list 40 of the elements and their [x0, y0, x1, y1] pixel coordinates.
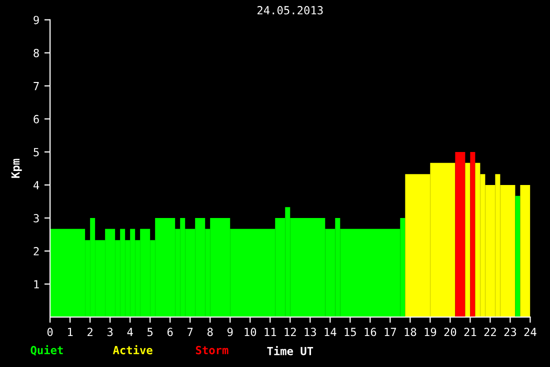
x-tick-label: 13	[304, 328, 316, 336]
x-tick-label: 9	[227, 328, 233, 336]
x-tick-label: 19	[424, 328, 436, 336]
y-tick-label: 9	[34, 16, 39, 24]
x-tick-label: 7	[188, 328, 193, 336]
x-tick-label: 8	[207, 328, 213, 336]
y-tick-label: 4	[34, 181, 40, 190]
x-tick-label: 24	[524, 328, 536, 336]
x-tick-label: 4	[127, 328, 133, 336]
x-tick-label: 6	[167, 328, 173, 336]
text: Quiet	[30, 345, 63, 356]
y-tick-label: 3	[34, 214, 39, 222]
x-tick-label: 17	[384, 328, 396, 336]
chart-title: 24.05.2013	[258, 6, 323, 14]
x-tick-label: 20	[444, 328, 456, 336]
y-tick-label: 6	[34, 114, 39, 124]
x-axis-title: Time UT	[267, 346, 314, 356]
y-tick-label: 5	[34, 148, 39, 156]
x-tick-label: 16	[364, 328, 376, 336]
x-tick-label: 2	[88, 328, 92, 336]
text: Storm	[196, 346, 228, 354]
y-tick-label: 1	[34, 280, 39, 288]
y-tick-label: 2	[34, 247, 39, 256]
x-tick-label: 0	[47, 328, 53, 336]
y-tick-label: 8	[34, 48, 39, 58]
x-tick-label: 12	[284, 328, 296, 336]
x-tick-label: 22	[484, 328, 496, 336]
x-tick-label: 1	[68, 328, 73, 336]
x-tick-label: 18	[404, 328, 416, 336]
x-tick-label: 3	[107, 328, 113, 336]
text: Active	[112, 345, 152, 354]
x-tick-label: 11	[264, 328, 276, 336]
y-tick-label: 7	[34, 82, 39, 90]
x-tick-label: 21	[464, 328, 476, 336]
x-tick-label: 23	[504, 328, 516, 336]
x-tick-label: 5	[148, 328, 153, 336]
x-tick-label: 14	[324, 328, 336, 336]
x-tick-label: 10	[244, 328, 256, 336]
y-axis-title: Kpm	[11, 158, 22, 178]
x-tick-label: 15	[344, 328, 356, 336]
